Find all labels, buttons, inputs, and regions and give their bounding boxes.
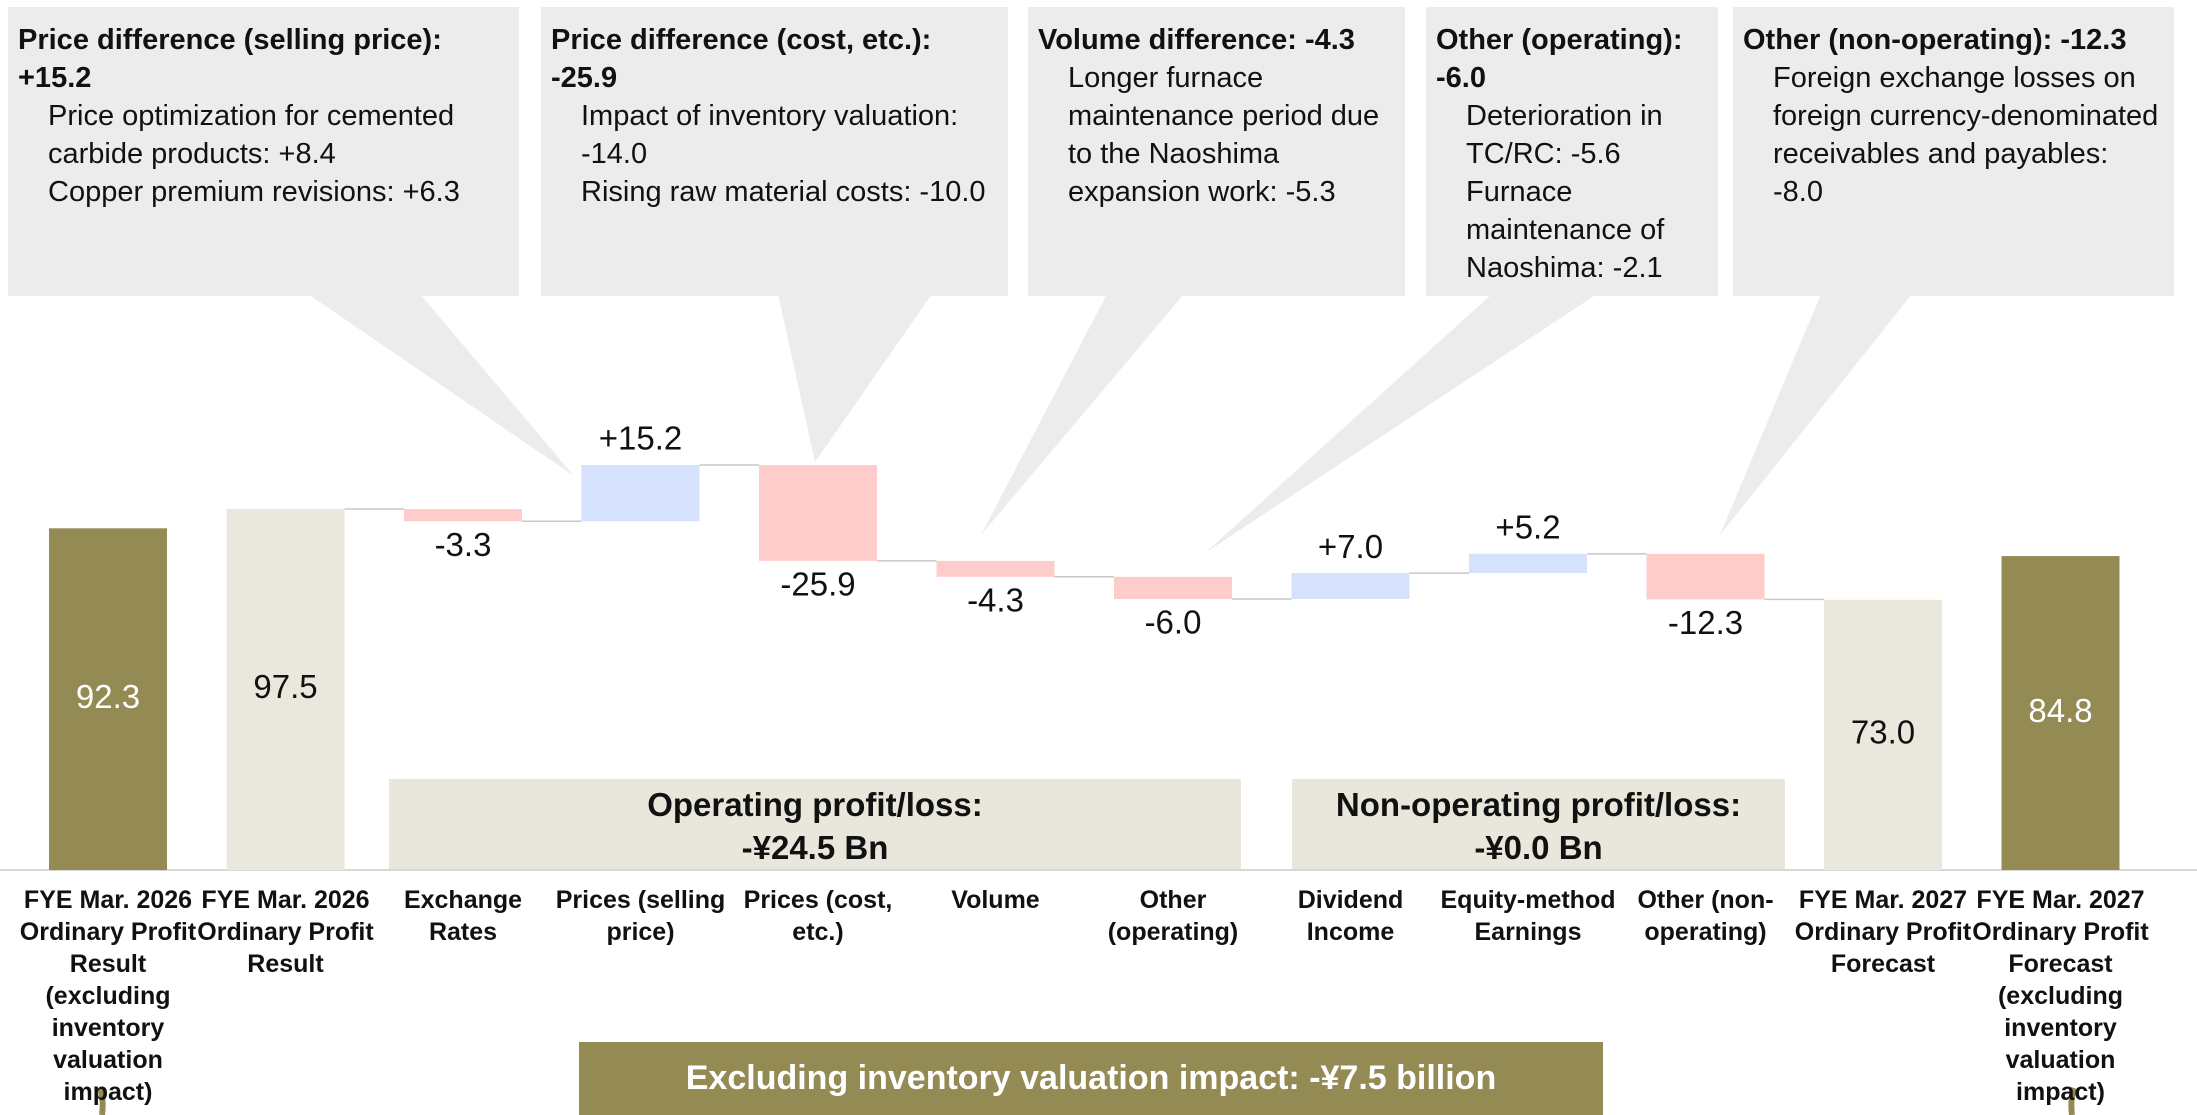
callout-item: Rising raw material costs: -10.0: [581, 176, 986, 208]
callout-item: Price optimization for cemented carbide …: [48, 100, 455, 170]
value-label: -4.3: [967, 582, 1024, 619]
callout-title: Other (operating): -6.0: [1436, 24, 1683, 94]
x-tick-label: Other (non-operating): [1637, 886, 1774, 946]
callout-item: Copper premium revisions: +6.3: [48, 176, 460, 208]
callout-pointers: [308, 294, 1912, 553]
value-label: +7.0: [1318, 528, 1383, 565]
value-label: +5.2: [1495, 509, 1560, 546]
bar: [759, 465, 877, 561]
x-tick-label: Prices (selling price): [555, 886, 726, 946]
group-title: Operating profit/loss:: [647, 786, 983, 823]
value-label: 73.0: [1851, 714, 1915, 751]
callout-item: Longer furnace maintenance period due to…: [1068, 62, 1380, 208]
x-tick-label: Exchange Rates: [403, 886, 523, 946]
group-amount: -¥0.0 Bn: [1474, 829, 1603, 866]
bar: [2001, 556, 2120, 870]
callout-box: Other (operating): -6.0 Deterioration in …: [1426, 7, 1718, 296]
bar: [1469, 553, 1587, 574]
value-label: 92.3: [76, 678, 140, 715]
callout-title: Volume difference: -4.3: [1038, 24, 1355, 56]
callout-box: Other (non-operating): -12.3 Foreign exch…: [1733, 7, 2174, 296]
callout-item: Furnace maintenance of Naoshima: -2.1: [1466, 176, 1665, 284]
callout-item: Deterioration in TC/RC: -5.6: [1466, 100, 1663, 170]
bar: [1646, 553, 1765, 600]
x-tick-label: FYE Mar. 2026 Ordinary Profit Result: [197, 886, 374, 978]
x-tick-label: FYE Mar. 2027 Ordinary Profit Forecast (…: [1972, 886, 2149, 1106]
x-tick-label: Volume: [951, 886, 1040, 914]
callout-title: Price difference (cost, etc.): -25.9: [551, 24, 932, 94]
callout-pointer: [1205, 294, 1597, 553]
callout-box: Volume difference: -4.3 Longer furnace ma…: [1028, 7, 1405, 296]
x-tick-label: Dividend Income: [1297, 886, 1404, 946]
bar: [1824, 599, 1942, 870]
group-amount: -¥24.5 Bn: [741, 829, 889, 866]
callout-pointer: [308, 294, 574, 476]
x-tick-label: FYE Mar. 2026 Ordinary Profit Result (ex…: [19, 886, 197, 1106]
x-tick-label: Prices (cost, etc.): [743, 886, 893, 946]
bar: [226, 509, 345, 870]
value-label: 84.8: [2028, 692, 2092, 729]
bar: [1114, 576, 1232, 600]
callout-item: Foreign exchange losses on foreign curre…: [1773, 62, 2159, 208]
value-label: +15.2: [599, 420, 683, 457]
group-title: Non-operating profit/loss:: [1335, 786, 1742, 823]
callout-title: Price difference (selling price): +15.2: [18, 24, 442, 94]
bar: [404, 509, 522, 522]
value-label: -6.0: [1145, 604, 1202, 641]
group-box: Operating profit/loss: -¥24.5 Bn: [389, 779, 1241, 869]
bar: [49, 528, 167, 870]
callout-item: Impact of inventory valuation: -14.0: [581, 100, 959, 170]
callout-box: Price difference (selling price): +15.2 P…: [8, 7, 519, 296]
callout-pointer: [981, 294, 1184, 535]
value-label: 97.5: [253, 668, 317, 705]
callout-title: Other (non-operating): -12.3: [1743, 24, 2127, 56]
value-label: -25.9: [780, 566, 855, 603]
callout-pointer: [1720, 294, 1912, 535]
group-box: Non-operating profit/loss: -¥0.0 Bn: [1292, 779, 1785, 869]
x-tick-label: FYE Mar. 2027 Ordinary Profit Forecast: [1794, 886, 1972, 978]
callout-pointer: [778, 294, 932, 462]
x-tick-label: Other (operating): [1107, 886, 1239, 946]
banner: Excluding inventory valuation impact: -¥…: [579, 1042, 1603, 1115]
bar: [936, 560, 1055, 577]
bracket: [97, 1087, 106, 1115]
value-label: -12.3: [1668, 604, 1743, 641]
callout-box: Price difference (cost, etc.): -25.9 Impa…: [541, 7, 1008, 296]
bar: [1291, 573, 1410, 600]
x-tick-label: Equity-method Earnings: [1440, 886, 1616, 946]
bracket: [2068, 1087, 2077, 1115]
value-label: -3.3: [435, 526, 492, 563]
bar: [581, 465, 700, 522]
